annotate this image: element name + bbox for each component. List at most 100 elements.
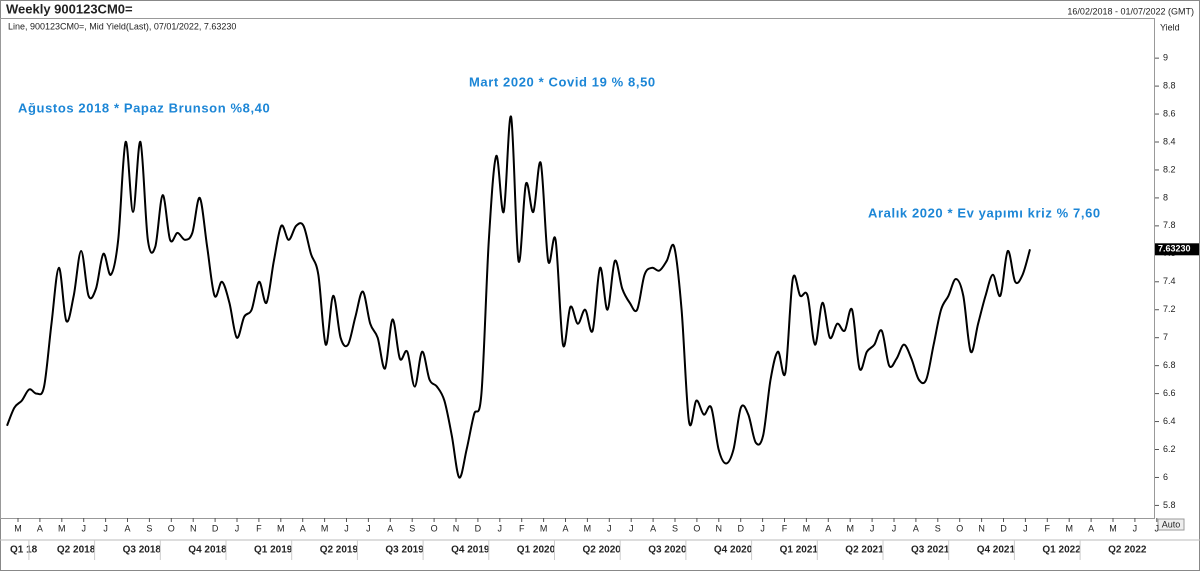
x-month-label: F xyxy=(1045,523,1051,533)
y-axis-label: Yield xyxy=(1160,22,1180,32)
x-month-label: M xyxy=(1065,523,1073,533)
x-month-label: O xyxy=(956,523,963,533)
x-quarter-label: Q4 2018 xyxy=(188,545,227,556)
x-quarter-label: Q3 2021 xyxy=(911,545,950,556)
x-month-label: J xyxy=(235,523,240,533)
y-tick-label: 8.4 xyxy=(1163,136,1176,146)
x-month-label: J xyxy=(607,523,612,533)
x-month-label: J xyxy=(1133,523,1138,533)
x-month-label: J xyxy=(81,523,86,533)
y-tick-label: 8.2 xyxy=(1163,164,1176,174)
y-tick-label: 8 xyxy=(1163,192,1168,202)
x-quarter-label: Q1 2021 xyxy=(780,545,819,556)
x-quarter-label: Q1 18 xyxy=(10,545,38,556)
x-quarter-label: Q3 2020 xyxy=(648,545,687,556)
x-month-label: F xyxy=(519,523,525,533)
x-month-label: A xyxy=(562,523,568,533)
x-quarter-label: Q4 2020 xyxy=(714,545,753,556)
x-month-label: N xyxy=(190,523,197,533)
x-quarter-label: Q2 2019 xyxy=(320,545,359,556)
x-quarter-label: Q2 2020 xyxy=(583,545,622,556)
scale-mode[interactable]: Auto xyxy=(1162,519,1181,529)
x-month-label: S xyxy=(409,523,415,533)
x-quarter-label: Q1 2020 xyxy=(517,545,556,556)
date-range: 16/02/2018 - 01/07/2022 (GMT) xyxy=(1067,6,1194,16)
x-month-label: J xyxy=(344,523,349,533)
last-value-box xyxy=(1155,243,1199,256)
x-month-label: O xyxy=(693,523,700,533)
x-month-label: A xyxy=(124,523,130,533)
x-month-label: J xyxy=(629,523,634,533)
x-quarter-label: Q2 2018 xyxy=(57,545,96,556)
x-month-label: J xyxy=(103,523,108,533)
x-month-label: F xyxy=(782,523,788,533)
y-tick-label: 9 xyxy=(1163,53,1168,63)
y-tick-label: 6.8 xyxy=(1163,360,1176,370)
x-month-label: J xyxy=(1023,523,1028,533)
y-tick-label: 8.8 xyxy=(1163,80,1176,90)
x-quarter-label: Q2 2022 xyxy=(1108,545,1147,556)
plot-area xyxy=(0,18,1155,519)
y-tick-label: 8.6 xyxy=(1163,108,1176,118)
x-month-label: D xyxy=(212,523,219,533)
x-month-label: M xyxy=(14,523,22,533)
x-month-label: S xyxy=(146,523,152,533)
annotation: Ağustos 2018 * Papaz Brunson %8,40 xyxy=(18,100,270,115)
data-line xyxy=(6,115,1031,479)
legend-text: Line, 900123CM0=, Mid Yield(Last), 07/01… xyxy=(8,21,236,31)
x-month-label: M xyxy=(321,523,329,533)
x-month-label: N xyxy=(716,523,723,533)
y-tick-label: 7.8 xyxy=(1163,220,1176,230)
y-tick-label: 7.4 xyxy=(1163,276,1176,286)
x-month-label: A xyxy=(913,523,919,533)
x-month-label: A xyxy=(825,523,831,533)
x-month-label: O xyxy=(431,523,438,533)
x-month-label: A xyxy=(387,523,393,533)
x-month-label: M xyxy=(846,523,854,533)
y-tick-label: 6.6 xyxy=(1163,388,1176,398)
x-month-label: J xyxy=(498,523,503,533)
x-quarter-label: Q2 2021 xyxy=(845,545,884,556)
x-month-label: M xyxy=(277,523,285,533)
annotation: Aralık 2020 * Ev yapımı kriz % 7,60 xyxy=(868,205,1101,220)
x-month-label: J xyxy=(366,523,371,533)
x-month-label: D xyxy=(1000,523,1007,533)
x-month-label: O xyxy=(168,523,175,533)
last-value-label: 7.63230 xyxy=(1158,244,1191,254)
x-month-label: S xyxy=(935,523,941,533)
x-quarter-label: Q1 2022 xyxy=(1042,545,1081,556)
x-month-label: N xyxy=(453,523,460,533)
x-month-label: M xyxy=(803,523,811,533)
x-quarter-label: Q1 2019 xyxy=(254,545,293,556)
x-month-label: S xyxy=(672,523,678,533)
x-month-label: D xyxy=(737,523,744,533)
y-tick-label: 7.2 xyxy=(1163,304,1176,314)
x-month-label: J xyxy=(870,523,875,533)
x-month-label: M xyxy=(1109,523,1117,533)
y-tick-label: 6 xyxy=(1163,472,1168,482)
x-month-label: M xyxy=(540,523,548,533)
x-month-label: J xyxy=(892,523,897,533)
chart-title: Weekly 900123CM0= xyxy=(6,1,133,16)
x-month-label: A xyxy=(37,523,43,533)
y-tick-label: 6.2 xyxy=(1163,444,1176,454)
x-month-label: J xyxy=(760,523,765,533)
y-tick-label: 5.8 xyxy=(1163,500,1176,510)
y-tick-label: 7 xyxy=(1163,332,1168,342)
y-tick-label: 6.4 xyxy=(1163,416,1176,426)
x-quarter-label: Q3 2019 xyxy=(385,545,424,556)
x-quarter-label: Q3 2018 xyxy=(123,545,162,556)
x-quarter-label: Q4 2019 xyxy=(451,545,490,556)
x-month-label: M xyxy=(58,523,66,533)
annotation: Mart 2020 * Covid 19 % 8,50 xyxy=(469,74,656,89)
x-month-label: A xyxy=(650,523,656,533)
x-month-label: D xyxy=(475,523,482,533)
x-quarter-label: Q4 2021 xyxy=(977,545,1016,556)
scale-mode-box[interactable] xyxy=(1157,518,1185,531)
x-month-label: A xyxy=(1088,523,1094,533)
x-month-label: A xyxy=(300,523,306,533)
x-month-label: F xyxy=(256,523,262,533)
x-month-label: N xyxy=(978,523,985,533)
